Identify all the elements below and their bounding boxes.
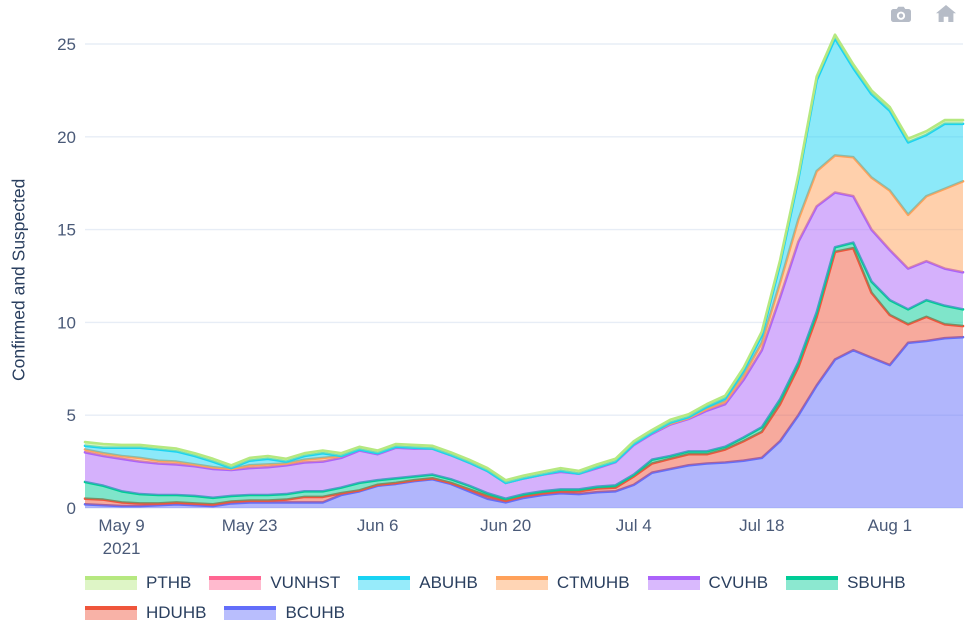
x-tick-label: Jun 6 <box>357 516 399 535</box>
x-tick-label: May 9 <box>98 516 144 535</box>
area-BCUHB <box>85 337 963 508</box>
legend-swatch <box>495 575 548 590</box>
y-tick-label: 25 <box>57 35 76 54</box>
legend-item-ABUHB[interactable]: ABUHB <box>358 571 478 594</box>
area-CTMUHB <box>85 155 963 483</box>
legend-label: SBUHB <box>847 572 906 592</box>
legend-swatch <box>358 575 411 590</box>
y-tick-label: 20 <box>57 128 76 147</box>
legend-item-CTMUHB[interactable]: CTMUHB <box>495 571 630 594</box>
legend-swatch <box>786 575 839 590</box>
x-tick-label: Jul 18 <box>739 516 784 535</box>
x-tick-label: Aug 1 <box>868 516 912 535</box>
legend-item-PTHB[interactable]: PTHB <box>85 571 191 594</box>
legend-label: HDUHB <box>146 602 207 622</box>
legend-item-CVUHB[interactable]: CVUHB <box>647 571 769 594</box>
y-tick-label: 15 <box>57 221 76 240</box>
legend-label: ABUHB <box>419 572 478 592</box>
legend-swatch <box>224 605 277 620</box>
x-tick-label: Jun 20 <box>480 516 531 535</box>
legend-swatch <box>85 605 137 620</box>
legend-label: CVUHB <box>708 572 769 592</box>
legend-item-SBUHB[interactable]: SBUHB <box>786 571 906 594</box>
y-tick-label: 5 <box>67 406 76 425</box>
camera-icon <box>889 6 913 29</box>
legend-item-HDUHB[interactable]: HDUHB <box>85 601 206 624</box>
x-tick-label: Jul 4 <box>616 516 652 535</box>
legend: PTHB VUNHST ABUHB CTMUHB CVUHB SBUHB HDUHB BCUH… <box>85 571 965 624</box>
legend-swatch <box>209 575 262 590</box>
area-CVUHB <box>85 192 963 499</box>
legend-swatch <box>647 575 700 590</box>
legend-swatch <box>85 575 137 590</box>
modebar <box>889 2 958 26</box>
legend-item-BCUHB[interactable]: BCUHB <box>224 601 345 624</box>
legend-label: BCUHB <box>285 602 345 622</box>
legend-item-VUNHST[interactable]: VUNHST <box>209 571 340 594</box>
legend-label: CTMUHB <box>556 572 630 592</box>
legend-label: PTHB <box>146 572 192 592</box>
download-png-button[interactable] <box>889 2 913 26</box>
x-tick-year-label: 2021 <box>103 539 141 558</box>
reset-axes-button[interactable] <box>934 2 958 26</box>
y-tick-label: 0 <box>67 499 76 518</box>
home-icon <box>934 5 958 29</box>
legend-label: VUNHST <box>270 572 341 592</box>
x-tick-label: May 23 <box>222 516 278 535</box>
y-tick-label: 10 <box>57 313 76 332</box>
line-PTHB <box>83 33 965 482</box>
